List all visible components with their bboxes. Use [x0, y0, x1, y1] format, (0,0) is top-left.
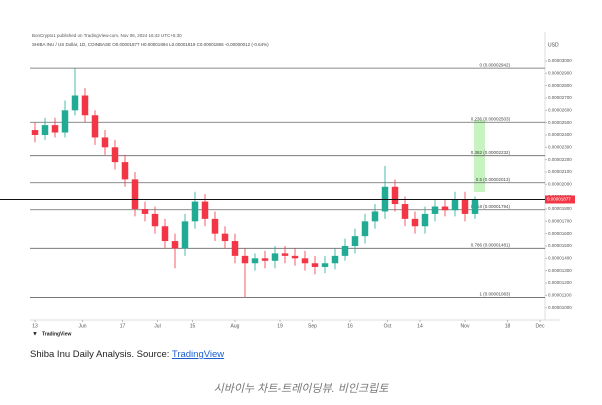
caption-text: Shiba Inu Daily Analysis. Source: — [30, 349, 172, 360]
last-price-label: 0.00001877 — [547, 197, 571, 202]
candle-body — [461, 199, 469, 214]
candle-body — [311, 263, 319, 267]
candle-body — [201, 201, 209, 219]
currency: USD — [548, 42, 559, 48]
caption-kr: 시바이누 차트-트레이딩뷰. 비인크립토 — [213, 383, 389, 395]
y-tick-label: 0.00002000 — [548, 182, 572, 187]
y-tick-label: 0.00001400 — [548, 256, 572, 261]
last-price-box — [545, 195, 575, 204]
candle-body — [451, 199, 459, 211]
chart: BonCrypto1 published on TradingView.com,… — [0, 32, 575, 338]
candle-body — [121, 162, 129, 180]
x-tick-label: 17 — [120, 323, 126, 329]
y-tick-label: 0.00001100 — [548, 293, 572, 298]
y-tick-label: 0.00002300 — [548, 145, 572, 150]
x-tick-label: Oct — [384, 323, 392, 329]
x-tick-label: 15 — [190, 323, 196, 329]
candle-body — [151, 213, 159, 227]
candle-body — [431, 206, 439, 214]
x-tick-label: Jun — [78, 323, 86, 329]
y-tick-label: 0.00002100 — [548, 169, 572, 174]
candle-body — [211, 218, 219, 234]
candle-body — [241, 255, 249, 264]
x-tick-label: Aug — [231, 323, 240, 329]
candle-body — [441, 206, 449, 211]
brand-logo: ▼ — [32, 332, 38, 338]
y-tick-label: 0.00001600 — [548, 231, 572, 236]
caption-link[interactable]: TradingView — [171, 349, 225, 360]
y-tick-label: 0.00001200 — [548, 280, 572, 285]
candle-body — [291, 255, 299, 259]
candle-body — [231, 241, 239, 256]
candle-body — [181, 221, 189, 249]
fib-label: 0.618 (0.00001794) — [471, 204, 511, 209]
x-tick-label: 19 — [277, 323, 283, 329]
candle-body — [401, 204, 409, 219]
candle-body — [141, 208, 149, 214]
candle-body — [321, 263, 329, 267]
candle-body — [281, 253, 289, 256]
x-tick-label: 14 — [417, 323, 423, 329]
chart-header: BonCrypto1 published on TradingView.com,… — [32, 33, 182, 38]
caption: Shiba Inu Daily Analysis. Source: Tradin… — [30, 349, 224, 360]
candle-body — [471, 199, 479, 214]
candle-body — [371, 211, 379, 222]
x-tick-label: 16 — [347, 323, 353, 329]
candle-body — [261, 258, 269, 261]
candle-body — [421, 213, 429, 227]
brand: TradingView — [42, 331, 71, 337]
y-tick-label: 0.00002700 — [548, 95, 572, 100]
y-tick-label: 0.00002600 — [548, 107, 572, 112]
x-tick-label: Sep — [308, 323, 317, 329]
chart-subtitle: SHIBA INU / US Dollar, 1D, COINBASE O0.0… — [32, 42, 269, 47]
candle-body — [91, 115, 99, 138]
candle-body — [171, 241, 179, 249]
x-tick-label: 18 — [505, 323, 511, 329]
x-tick-label: Nov — [461, 323, 470, 329]
candle-body — [111, 147, 119, 163]
y-tick-label: 0.00001300 — [548, 268, 572, 273]
y-tick-label: 0.00001800 — [548, 206, 572, 211]
x-tick-label: Dec — [536, 323, 545, 329]
candle-body — [51, 125, 59, 133]
y-tick-label: 0.00001700 — [548, 219, 572, 224]
candle-body — [351, 236, 359, 246]
candle-body — [61, 110, 69, 133]
x-tick-label: Jul — [154, 323, 160, 329]
candle-body — [191, 201, 199, 222]
y-tick-label: 0.00001500 — [548, 243, 572, 248]
fib-label: 1 (0.00001083) — [479, 292, 510, 297]
candle-body — [221, 233, 229, 242]
y-tick-label: 0.00002800 — [548, 83, 572, 88]
candle-body — [131, 179, 139, 209]
fib-label: 0.382 (0.00002232) — [471, 150, 511, 155]
candle-body — [331, 255, 339, 264]
fib-label: 0.5 (0.00002013) — [476, 177, 511, 182]
fib-label: 0.236 (0.00002503) — [471, 116, 511, 121]
fib-label: 0.786 (0.00001481) — [471, 243, 511, 248]
candle-body — [31, 130, 39, 135]
candle-body — [251, 258, 259, 264]
y-tick-label: 0.00002500 — [548, 120, 572, 125]
y-tick-label: 0.00002900 — [548, 70, 572, 75]
candle-body — [81, 95, 89, 116]
candle-body — [341, 245, 349, 256]
y-tick-label: 0.00002200 — [548, 157, 572, 162]
candle-body — [411, 218, 419, 227]
y-tick-label: 0.00002400 — [548, 132, 572, 137]
candle-body — [361, 221, 369, 237]
candle-body — [391, 186, 399, 205]
y-tick-label: 0.00001000 — [548, 305, 572, 310]
candle-body — [271, 253, 279, 261]
candle-body — [71, 95, 79, 111]
x-tick-label: 13 — [32, 323, 38, 329]
candle-body — [41, 125, 49, 135]
y-tick-label: 0.00003000 — [548, 58, 572, 63]
fib-label: 0 (0.00002942) — [479, 62, 510, 67]
candle-body — [101, 137, 109, 148]
candle-body — [301, 258, 309, 264]
candle-body — [161, 226, 169, 242]
